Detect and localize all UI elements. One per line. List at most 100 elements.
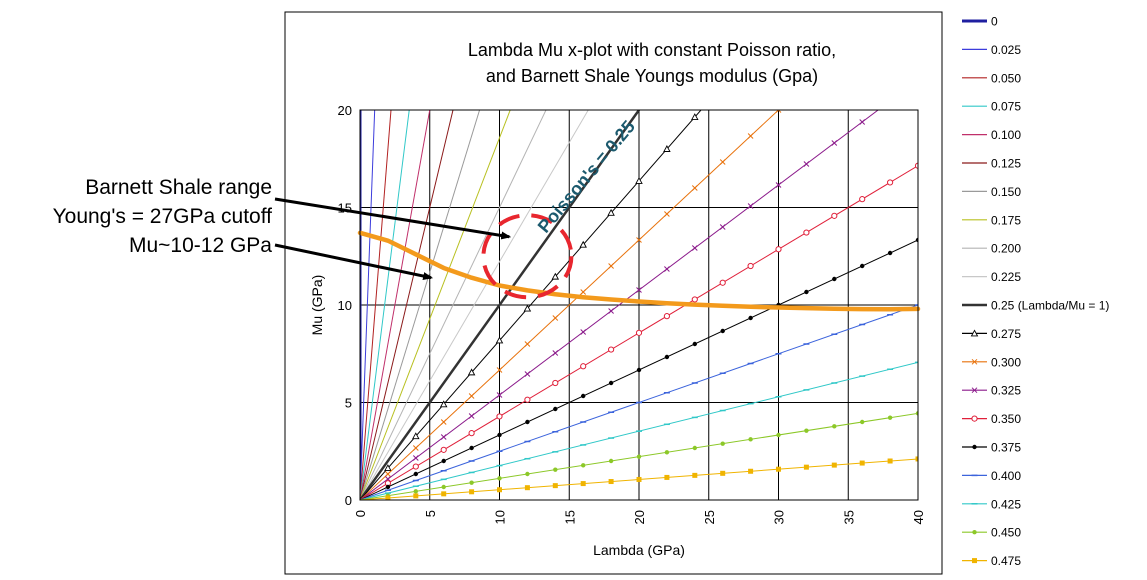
y-tick-label: 0 [345, 493, 352, 508]
x-tick-label: 40 [911, 510, 926, 524]
marker-point [525, 471, 530, 477]
marker-point [831, 462, 837, 468]
marker-point [636, 287, 642, 293]
plot-border [359, 109, 919, 501]
marker-point [580, 289, 587, 295]
marker-point [552, 483, 558, 489]
series-line-9 [360, 110, 589, 500]
marker-point [776, 466, 781, 472]
marker-point [580, 363, 587, 370]
marker-point [468, 393, 475, 399]
marker-point [664, 266, 670, 272]
marker-point [804, 428, 809, 433]
marker-point [720, 328, 725, 334]
marker-point [859, 196, 866, 203]
x-axis-label: Lambda (GPa) [593, 542, 685, 558]
marker-point [524, 396, 531, 403]
x-tick-label: 25 [702, 510, 717, 524]
marker-point [972, 530, 977, 535]
marker-point [719, 224, 726, 230]
marker-point [608, 263, 614, 269]
marker-point [635, 176, 643, 184]
marker-point [552, 350, 559, 356]
legend-label-14: 0.350 [991, 412, 1021, 426]
marker-point [804, 289, 809, 295]
series-line-4 [360, 110, 431, 500]
marker-point [413, 493, 419, 499]
series-line-1 [360, 110, 376, 500]
marker-point [468, 430, 475, 437]
legend-label-10: 0.25 (Lambda/Mu = 1) [991, 299, 1109, 313]
marker-point [914, 162, 918, 169]
marker-point [860, 263, 865, 269]
marker-point [553, 406, 558, 412]
marker-point [412, 463, 419, 470]
marker-point [524, 341, 531, 347]
legend-label-13: 0.325 [991, 384, 1021, 398]
marker-point [607, 208, 615, 216]
x-tick-label: 20 [632, 510, 647, 524]
legend-label-3: 0.075 [991, 100, 1021, 114]
annotation-arrow-1 [274, 197, 512, 240]
marker-point [385, 471, 391, 477]
marker-point [663, 145, 671, 152]
marker-point [608, 479, 614, 485]
marker-point [385, 476, 391, 482]
marker-point [413, 489, 418, 494]
marker-point [552, 379, 559, 387]
marker-point [691, 245, 698, 251]
x-tick-label: 10 [493, 510, 508, 524]
marker-point [440, 434, 447, 440]
marker-point [496, 413, 503, 420]
marker-point [860, 419, 865, 425]
y-axis-label: Mu (GPa) [309, 275, 325, 336]
marker-point [441, 484, 446, 490]
y-tick-label: 5 [345, 396, 352, 411]
marker-point [608, 458, 614, 464]
series-line-3 [360, 110, 410, 500]
marker-point [468, 413, 475, 419]
marker-point [971, 387, 978, 394]
marker-point [691, 296, 698, 303]
annotation-line-2: Young's = 27GPa cutoff [52, 205, 272, 228]
marker-point [887, 250, 893, 256]
youngs-modulus-curve [357, 230, 921, 312]
marker-point [691, 113, 699, 121]
marker-point [748, 315, 753, 321]
legend-label-16: 0.400 [991, 469, 1021, 483]
marker-point [720, 470, 726, 476]
x-tick-label: 35 [841, 510, 856, 524]
marker-point [775, 246, 782, 253]
annotation-line-3: Mu~10-12 GPa [128, 234, 272, 257]
chart-title-line-1: Lambda Mu x-plot with constant Poisson r… [468, 40, 836, 60]
marker-point [579, 240, 587, 248]
marker-point [412, 432, 420, 440]
marker-point [495, 336, 504, 344]
series-line-12 [360, 110, 779, 500]
marker-point [803, 161, 810, 167]
marker-point [384, 464, 392, 472]
marker-point [748, 468, 754, 474]
series-line-6 [360, 110, 481, 500]
marker-point [775, 182, 782, 188]
marker-point [580, 329, 587, 335]
marker-point [692, 341, 697, 347]
legend-label-1: 0.025 [991, 43, 1021, 57]
marker-point [467, 368, 476, 376]
marker-point [664, 211, 670, 217]
marker-point [915, 411, 918, 416]
marker-point [775, 110, 782, 113]
y-tick-label: 10 [338, 298, 352, 313]
marker-point [385, 484, 391, 490]
marker-point [497, 476, 502, 481]
marker-point [915, 456, 918, 462]
marker-point [972, 558, 977, 564]
marker-point [412, 455, 419, 461]
legend-label-8: 0.200 [991, 242, 1021, 256]
marker-point [496, 392, 503, 398]
legend-label-12: 0.300 [991, 355, 1021, 369]
marker-point [608, 346, 615, 353]
x-tick-label: 15 [562, 510, 577, 524]
marker-point [441, 491, 447, 497]
marker-point [971, 358, 978, 365]
